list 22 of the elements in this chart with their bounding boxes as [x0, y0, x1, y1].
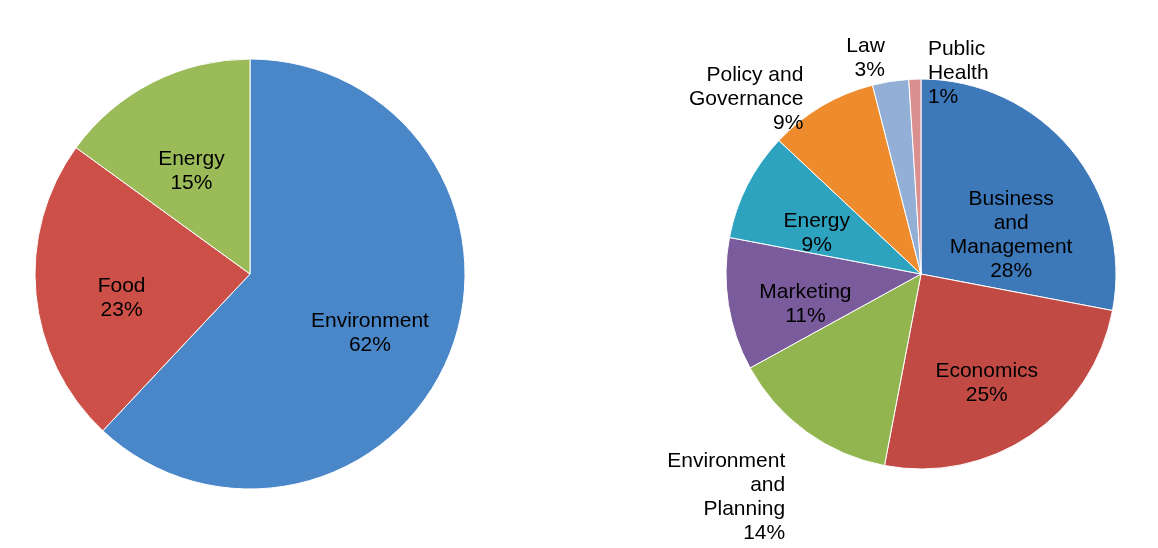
- slice-label: Energy: [158, 146, 226, 170]
- slice-label: Energy: [783, 207, 851, 231]
- data-label: 23%: [100, 297, 143, 321]
- slice-label: Marketing: [759, 279, 852, 303]
- slice-label: Food: [97, 273, 146, 297]
- slice-label: Environment and Planning: [667, 447, 786, 519]
- data-label: 3%: [854, 56, 885, 80]
- data-label: 9%: [801, 231, 832, 255]
- slice-label: Business and Management: [949, 186, 1073, 258]
- data-label: 11%: [785, 303, 826, 327]
- slice-label: Economics: [935, 357, 1039, 381]
- slice-label: Public Health: [927, 36, 989, 84]
- data-label: 62%: [348, 332, 391, 356]
- slice-label: Policy and Governance: [689, 62, 804, 110]
- data-label: 14%: [743, 519, 786, 543]
- slice-label: Law: [846, 32, 886, 56]
- data-label: 15%: [170, 170, 213, 194]
- data-label: 28%: [990, 258, 1033, 282]
- data-label: 9%: [773, 110, 804, 134]
- data-label: 25%: [965, 381, 1008, 405]
- slice-label: Environment: [311, 308, 430, 332]
- data-label: 1%: [927, 84, 959, 108]
